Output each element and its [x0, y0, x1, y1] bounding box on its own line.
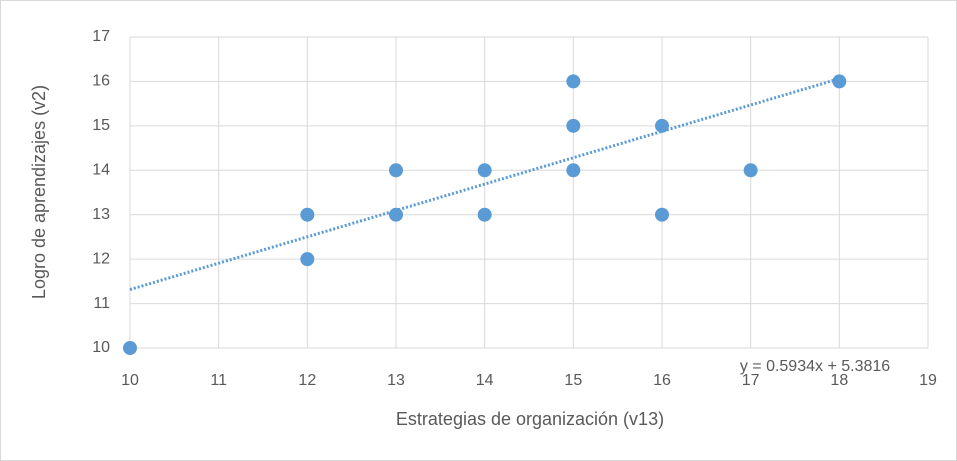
point: [123, 341, 137, 355]
x-tick-label: 15: [564, 372, 582, 389]
y-tick-label: 17: [92, 28, 110, 45]
x-tick-label: 14: [476, 372, 494, 389]
point: [566, 74, 581, 89]
point: [655, 207, 669, 222]
y-tick-label: 14: [92, 162, 110, 179]
point: [566, 118, 581, 133]
trendline: [129, 77, 840, 291]
point: [389, 163, 403, 178]
point: [300, 207, 315, 222]
x-tick-label: 12: [298, 372, 316, 389]
x-axis-title: Estrategias de organización (v13): [396, 409, 664, 429]
y-tick-label: 13: [92, 206, 110, 223]
x-tick-label: 16: [653, 372, 671, 389]
point: [300, 252, 315, 267]
point: [389, 207, 403, 222]
x-tick-label: 10: [121, 372, 139, 389]
y-tick-label: 16: [92, 73, 110, 90]
point: [477, 163, 492, 178]
point: [477, 207, 492, 222]
x-tick-label: 19: [919, 372, 937, 389]
y-axis-title: Logro de aprendizajes (v2): [29, 85, 49, 299]
point: [655, 118, 669, 133]
y-tick-label: 10: [92, 339, 110, 356]
x-tick-label: 18: [830, 372, 848, 389]
x-tick-label: 13: [387, 372, 405, 389]
trendline-label: y = 0.5934x + 5.3816: [740, 358, 890, 375]
point: [566, 163, 581, 178]
point: [832, 74, 847, 89]
x-tick-label: 11: [210, 372, 227, 389]
y-tick-label: 15: [92, 117, 110, 134]
y-tick-label: 12: [92, 250, 110, 267]
point: [743, 163, 758, 178]
y-tick-label: 11: [93, 295, 110, 312]
x-tick-label: 17: [742, 372, 760, 389]
